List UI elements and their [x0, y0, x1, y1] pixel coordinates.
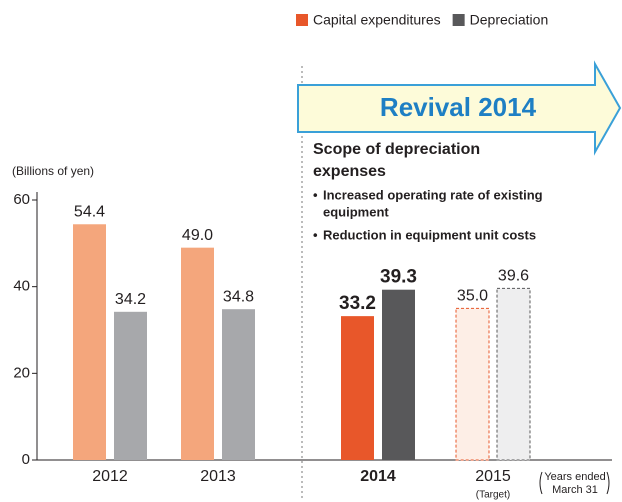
bullet-dot: • — [313, 227, 318, 242]
bar — [496, 287, 531, 461]
bullet: Reduction in equipment unit costs — [323, 227, 536, 242]
bar — [341, 316, 374, 460]
x-tick-note: (Target) — [476, 490, 510, 501]
y-axis-label: (Billions of yen) — [12, 164, 94, 178]
bar — [455, 307, 490, 461]
y-tick-label: 0 — [22, 451, 30, 468]
data-label: 33.2 — [339, 293, 376, 314]
banner-arrow — [297, 60, 622, 156]
data-label: 39.6 — [498, 268, 529, 285]
x-tick-label: 2012 — [92, 468, 128, 485]
y-tick-label: 60 — [13, 191, 30, 208]
legend-swatch — [296, 14, 308, 26]
scope-title: expenses — [313, 163, 386, 180]
legend-swatch — [452, 14, 465, 26]
x-note: Years ended — [544, 471, 605, 483]
y-tick-label: 20 — [13, 364, 30, 381]
note-bracket — [539, 471, 610, 495]
bar — [382, 289, 415, 460]
banner-text: Revival 2014 — [380, 92, 537, 122]
bullet-dot: • — [313, 187, 318, 202]
y-tick-label: 40 — [13, 278, 30, 295]
bar — [222, 309, 255, 460]
bullet: Increased operating rate of existing — [323, 187, 543, 202]
data-label: 34.8 — [223, 288, 254, 305]
legend-label: Depreciation — [470, 12, 549, 28]
data-label: 54.4 — [74, 203, 105, 220]
x-tick-label: 2013 — [200, 468, 236, 485]
bar — [114, 311, 147, 460]
x-tick-label: 2015 — [475, 468, 511, 485]
data-label: 35.0 — [457, 288, 488, 305]
x-note: March 31 — [552, 484, 598, 496]
bar — [73, 224, 106, 460]
data-label: 49.0 — [182, 227, 213, 244]
data-label: 34.2 — [115, 291, 146, 308]
bar — [181, 247, 214, 460]
legend-label: Capital expenditures — [313, 12, 441, 28]
scope-title: Scope of depreciation — [313, 141, 480, 158]
bullet: equipment — [323, 204, 389, 219]
data-label: 39.3 — [380, 267, 417, 288]
x-tick-label: 2014 — [360, 468, 396, 485]
